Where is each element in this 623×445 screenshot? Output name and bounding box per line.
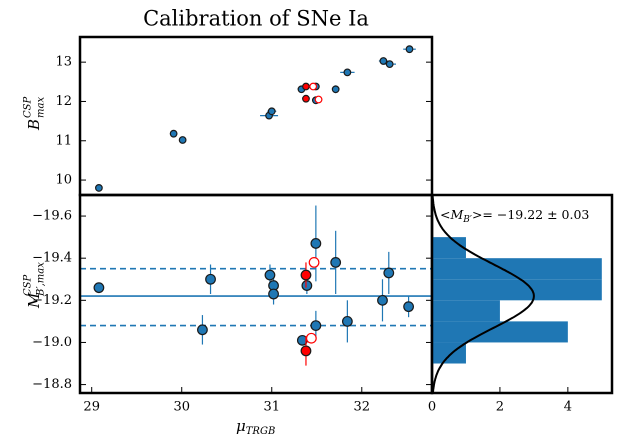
data-point [169,129,178,138]
data-point [178,136,187,144]
data-point [310,320,322,331]
x-tick-label: 4 [564,400,572,415]
y-tick-label: 10 [55,173,72,188]
gaussian-curve [432,195,535,393]
histogram-bar [432,279,602,301]
data-point [305,332,317,344]
plot-area [432,195,602,393]
data-point [197,324,208,336]
y-tick-label: 12 [55,94,72,109]
annotation-text: <M [440,207,464,222]
y-tick-label: 13 [55,55,72,70]
y-tick-label: −19.2 [32,293,72,308]
histogram-bar [432,321,568,343]
panel-frame [78,193,434,395]
y-label-sub: max [36,97,47,118]
x-tick-label: 31 [263,400,280,415]
x-tick-label: 0 [428,400,436,415]
y-tick-label: −19.0 [32,335,72,350]
x-tick-label: 2 [496,400,504,415]
data-point [264,269,276,281]
data-point [268,288,279,300]
plot-area [95,45,416,192]
data-point [314,95,323,104]
y-tick-label: 11 [55,133,72,148]
data-point [308,257,320,268]
data-point [403,301,414,313]
histogram-bar [432,258,602,280]
x-axis-label: μTRGB [236,417,275,437]
data-point [300,269,312,281]
data-point [302,82,310,91]
y-tick-label: −18.8 [32,377,72,392]
data-point [300,345,312,357]
x-tick-label: 29 [83,400,100,415]
chart-title: Calibration of SNe Ia [143,7,369,31]
y-label-main: B [25,119,43,131]
panel-frame [430,193,614,395]
data-point [331,85,340,94]
data-point [385,60,394,69]
data-point [301,280,313,291]
x-label-main: μ [236,417,246,435]
data-point [310,238,322,249]
y-tick-label: −19.4 [32,251,72,266]
data-point [95,184,103,192]
y-tick-label: −19.6 [32,209,72,224]
data-point [330,257,342,268]
data-point [405,45,414,54]
data-point [302,94,310,103]
data-point [379,57,388,65]
data-point [93,282,105,294]
histogram-bar [432,300,500,322]
y-label-sub: B′,max [36,262,47,297]
y-label-sup: CSP [23,274,34,296]
y-label-sup: CSP [23,96,34,118]
data-point [377,294,388,306]
data-point [309,82,318,91]
data-point [343,68,352,77]
annotation-sub: B′ [462,215,472,225]
y-label-main: M [25,292,43,309]
x-tick-label: 32 [354,400,371,415]
data-point [267,107,276,116]
annotation: <MB′>= −19.22 ± 0.03 [440,207,589,225]
data-point [205,273,216,285]
histogram-bar [432,237,466,259]
data-point [341,315,353,327]
plot-area [80,205,432,366]
data-point [383,267,395,279]
x-tick-label: 30 [173,400,190,415]
annotation-text: >= −19.22 ± 0.03 [472,207,589,222]
x-label-sub: TRGB [246,426,276,437]
